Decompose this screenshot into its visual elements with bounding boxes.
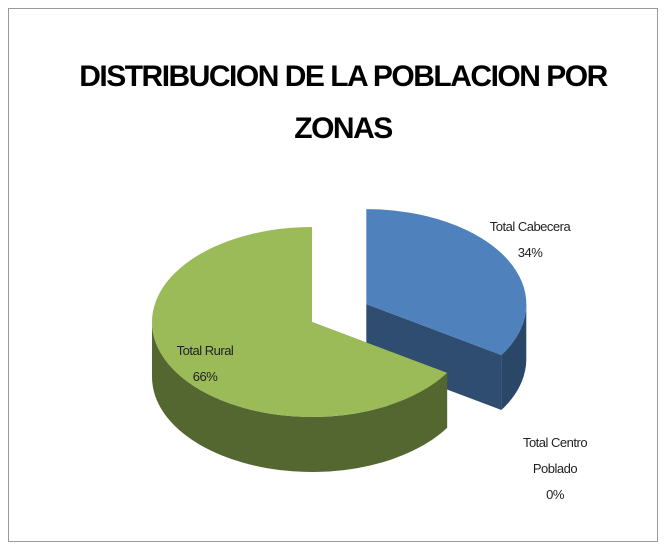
data-label-value: 34% [517, 245, 543, 260]
data-label-value: 66% [192, 369, 218, 384]
data-label-category: Total Cabecera [489, 219, 571, 234]
data-label-category: Total Rural [176, 343, 234, 358]
chart-title: DISTRIBUCION DE LA POBLACION POR ZONAS [79, 60, 608, 145]
data-label-category: Total Centro Poblado [522, 435, 588, 476]
slice [152, 227, 448, 417]
data-label-value: 0% [546, 487, 564, 502]
slice-cut-face [366, 304, 502, 410]
slice [366, 209, 527, 355]
slice-side [152, 322, 448, 473]
slice-side [501, 304, 527, 410]
